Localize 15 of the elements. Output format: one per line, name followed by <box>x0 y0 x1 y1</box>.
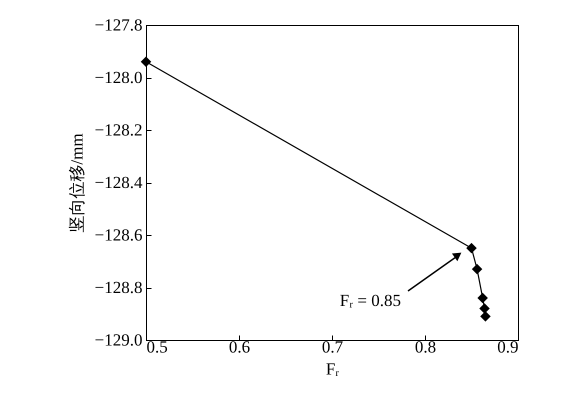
y-tick-label: −127.8 <box>94 16 142 34</box>
x-tick-label: 0.6 <box>228 338 250 356</box>
y-tick-label: −128.0 <box>94 68 142 87</box>
y-tick-label: −129.0 <box>94 330 142 350</box>
x-tick-label: 0.8 <box>414 338 436 356</box>
y-tick-label: −128.6 <box>94 226 142 244</box>
x-axis-title: Fᵣ <box>326 360 340 378</box>
y-tick-label: −128.4 <box>94 173 143 192</box>
annotation: Fᵣ = 0.85 <box>340 291 401 310</box>
x-tick-label: 0.5 <box>146 338 168 356</box>
y-axis-title: 竖向位移/mm <box>68 133 87 233</box>
x-tick-label: 0.7 <box>322 338 344 356</box>
y-tick-label: −128.8 <box>94 278 142 297</box>
x-tick-label: 0.9 <box>497 338 518 356</box>
y-tick-label: −128.2 <box>94 120 142 140</box>
